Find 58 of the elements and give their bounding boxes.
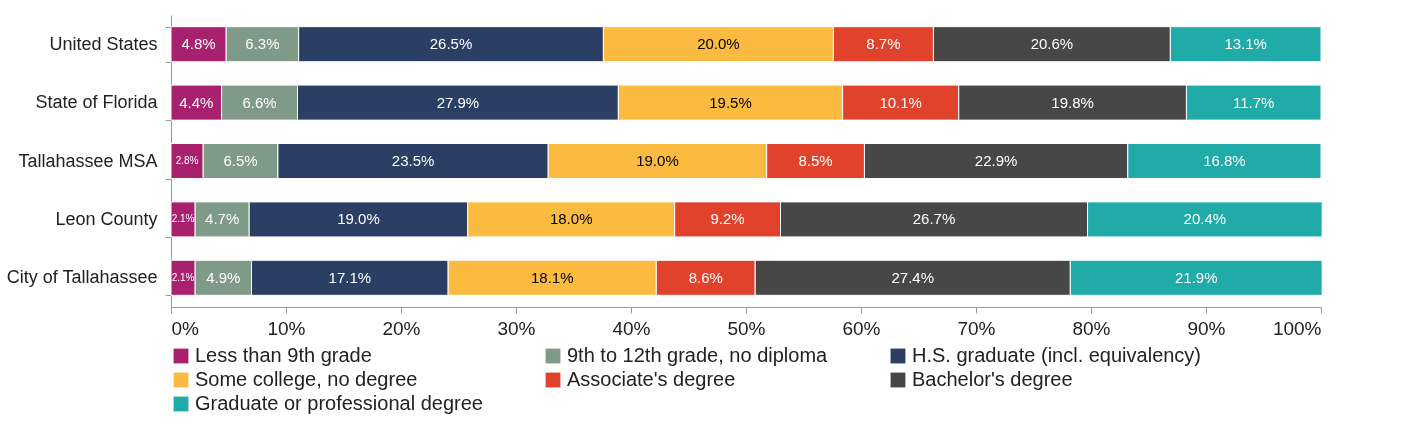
x-tick-label: 60% — [842, 317, 881, 339]
y-tick-label: City of Tallahassee — [6, 267, 158, 288]
legend-label: Associate's degree — [567, 368, 736, 390]
data-label: 19.0% — [337, 210, 380, 228]
legend-label: Graduate or professional degree — [195, 392, 483, 414]
data-label: 6.5% — [223, 152, 258, 169]
data-label: 22.9% — [974, 152, 1018, 169]
x-tick-label: 70% — [957, 317, 996, 339]
x-tick-label: 50% — [727, 317, 766, 339]
data-label: 18.0% — [549, 210, 593, 228]
data-label: 27.4% — [891, 268, 935, 286]
data-label: 26.7% — [912, 210, 956, 228]
x-tick-label: 20% — [382, 317, 421, 339]
data-label: 20.0% — [697, 35, 740, 53]
data-label: 20.4% — [1183, 210, 1227, 228]
data-label: 21.9% — [1174, 268, 1218, 286]
data-label: 2.8% — [175, 155, 199, 166]
data-label: 6.6% — [242, 93, 277, 111]
data-label: 2.1% — [171, 213, 195, 225]
data-label: 19.5% — [709, 93, 752, 111]
legend-label: 9th to 12th grade, no diploma — [567, 344, 829, 366]
data-label: 19.8% — [1051, 93, 1094, 111]
data-label: 11.7% — [1233, 93, 1275, 111]
x-tick-label: 100% — [1272, 317, 1322, 339]
data-label: 8.5% — [798, 152, 833, 169]
y-tick-label: Tallahassee MSA — [18, 150, 158, 171]
data-label: 16.8% — [1203, 152, 1246, 169]
data-label: 6.3% — [245, 35, 280, 53]
data-label: 17.1% — [328, 268, 372, 286]
data-label: 23.5% — [391, 152, 435, 169]
legend-label: Some college, no degree — [195, 368, 418, 390]
y-tick-label: Leon County — [55, 208, 158, 229]
data-label: 4.8% — [181, 35, 216, 53]
data-label: 8.7% — [866, 35, 901, 53]
x-tick-label: 80% — [1072, 317, 1111, 339]
data-label: 27.9% — [436, 93, 480, 111]
data-label: 26.5% — [429, 35, 473, 53]
data-label: 18.1% — [530, 268, 574, 286]
data-label: 4.9% — [206, 268, 241, 286]
legend-label: Bachelor's degree — [912, 368, 1073, 390]
data-label: 13.1% — [1224, 35, 1267, 53]
data-label: 8.6% — [688, 268, 723, 286]
data-label: 4.4% — [179, 93, 214, 111]
y-tick-label: United States — [49, 33, 158, 54]
x-tick-label: 30% — [497, 317, 536, 339]
data-label: 9.2% — [710, 210, 745, 228]
x-tick-label: 90% — [1187, 317, 1226, 339]
legend-label: Less than 9th grade — [195, 344, 372, 366]
x-tick-label: 10% — [267, 317, 306, 339]
y-tick-label: State of Florida — [35, 92, 159, 113]
data-label: 10.1% — [879, 93, 922, 111]
legend-label: H.S. graduate (incl. equivalency) — [912, 344, 1202, 366]
x-tick-label: 0% — [171, 317, 200, 339]
data-label: 19.0% — [636, 152, 679, 169]
data-label: 20.6% — [1030, 35, 1074, 53]
x-tick-label: 40% — [612, 317, 651, 339]
data-label: 4.7% — [205, 210, 240, 228]
data-label: 2.1% — [171, 271, 195, 283]
